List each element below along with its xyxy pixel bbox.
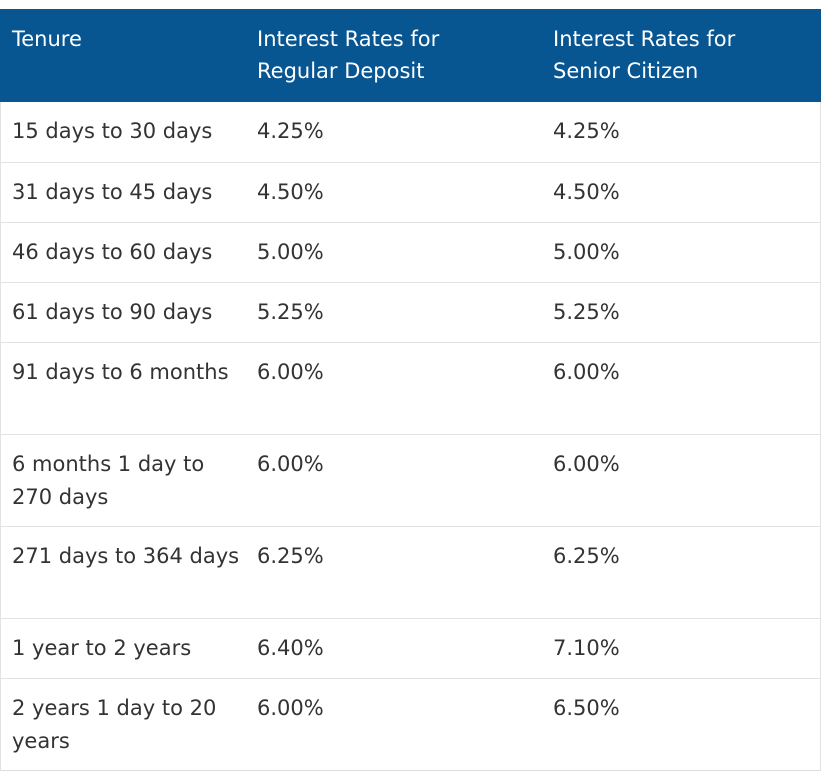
table-row: 61 days to 90 days 5.25% 5.25% [0,282,821,342]
table-row: 31 days to 45 days 4.50% 4.50% [0,162,821,222]
header-tenure-label: Tenure [12,27,82,51]
table-header: Tenure Interest Rates for Regular Deposi… [0,9,821,102]
interest-rates-table: Tenure Interest Rates for Regular Deposi… [0,9,821,770]
header-senior-rate-label: Interest Rates for Senior Citizen [553,27,736,83]
tenure-cell: 15 days to 30 days [12,119,213,143]
senior-rate-cell: 5.00% [553,239,620,264]
header-regular-rate-label: Interest Rates for Regular Deposit [257,27,440,83]
header-regular-rate: Interest Rates for Regular Deposit [245,9,541,102]
senior-rate-cell: 6.00% [553,359,620,384]
table-row: 91 days to 6 months 6.00% 6.00% [0,342,821,434]
regular-rate-cell: 6.00% [257,359,324,384]
regular-rate-cell: 5.25% [257,299,324,324]
table-row: 2 years 1 day to 20 years 6.00% 6.50% [0,678,821,770]
tenure-cell: 61 days to 90 days [12,299,213,324]
table-body: 15 days to 30 days 4.25% 4.25% 31 days t… [0,102,821,770]
senior-rate-cell: 6.25% [553,543,620,568]
tenure-cell: 46 days to 60 days [12,239,213,264]
table-row: 6 months 1 day to 270 days 6.00% 6.00% [0,434,821,526]
regular-rate-cell: 4.50% [257,179,324,204]
senior-rate-cell: 5.25% [553,299,620,324]
regular-rate-cell: 4.25% [257,119,324,143]
senior-rate-cell: 4.25% [553,119,620,143]
table-frame [0,9,821,771]
regular-rate-cell: 6.40% [257,635,324,660]
senior-rate-cell: 4.50% [553,179,620,204]
header-row: Tenure Interest Rates for Regular Deposi… [0,9,821,102]
senior-rate-cell: 6.00% [553,451,620,476]
header-tenure: Tenure [0,9,245,102]
table-row: 46 days to 60 days 5.00% 5.00% [0,222,821,282]
tenure-cell: 2 years 1 day to 20 years [12,695,217,753]
regular-rate-cell: 6.00% [257,695,324,720]
regular-rate-cell: 6.00% [257,451,324,476]
regular-rate-cell: 5.00% [257,239,324,264]
tenure-cell: 1 year to 2 years [12,635,192,660]
tenure-cell: 31 days to 45 days [12,179,213,204]
tenure-cell: 6 months 1 day to 270 days [12,451,205,509]
senior-rate-cell: 6.50% [553,695,620,720]
table-row: 271 days to 364 days 6.25% 6.25% [0,526,821,618]
tenure-cell: 271 days to 364 days [12,543,240,568]
senior-rate-cell: 7.10% [553,635,620,660]
header-senior-rate: Interest Rates for Senior Citizen [541,9,821,102]
table-row: 1 year to 2 years 6.40% 7.10% [0,618,821,678]
table-row: 15 days to 30 days 4.25% 4.25% [0,102,821,162]
regular-rate-cell: 6.25% [257,543,324,568]
tenure-cell: 91 days to 6 months [12,359,229,384]
